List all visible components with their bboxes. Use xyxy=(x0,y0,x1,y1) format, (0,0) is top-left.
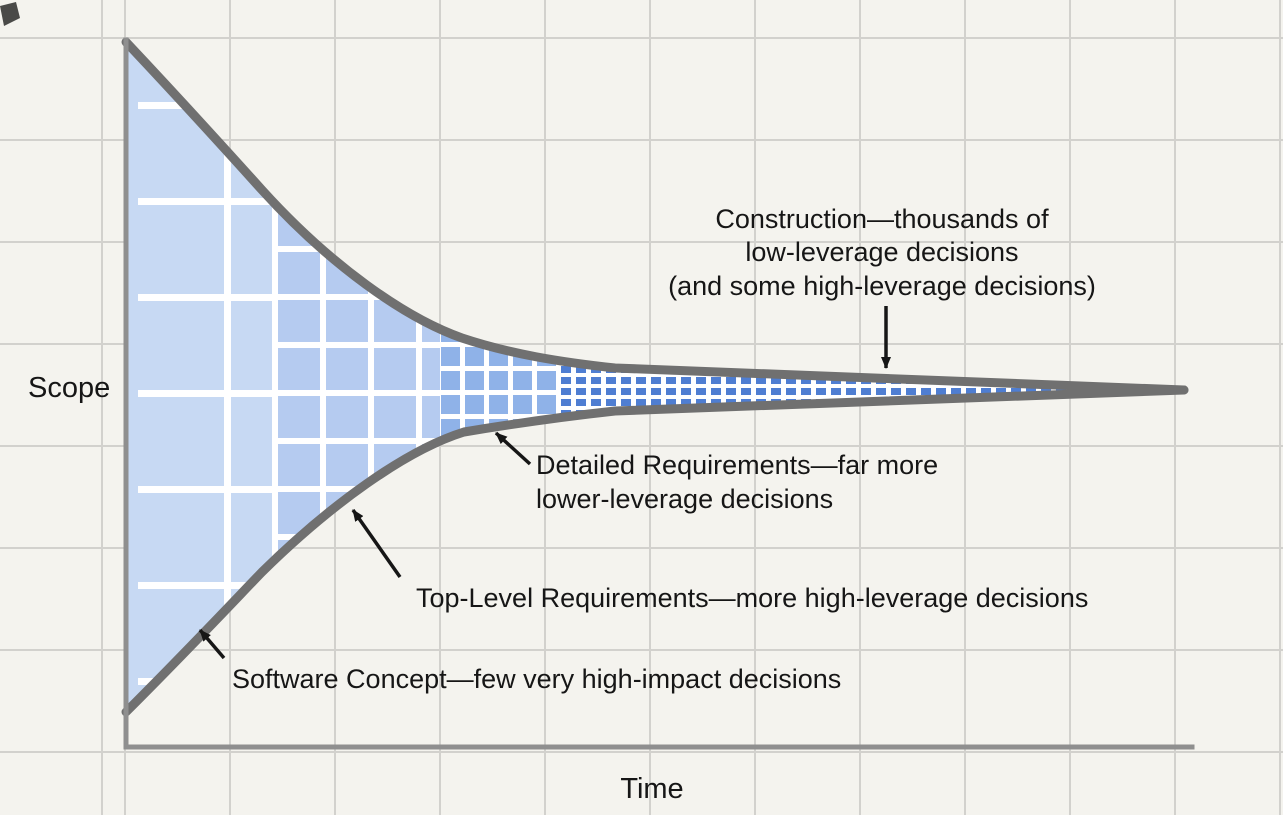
annotation-construction: Construction—thousands of low-leverage d… xyxy=(668,204,1096,369)
axes xyxy=(123,37,1195,750)
annotation-line: low-leverage decisions xyxy=(745,237,1018,267)
annotation-line: Top-Level Requirements—more high-leverag… xyxy=(416,583,1088,613)
annotation-software-concept: Software Concept—few very high-impact de… xyxy=(198,628,841,694)
top-level-requirements-arrow xyxy=(351,508,402,579)
funnel-bottom-border xyxy=(121,385,1189,717)
annotation-line: Detailed Requirements—far more xyxy=(536,450,938,480)
annotation-detailed-requirements: Detailed Requirements—far more lower-lev… xyxy=(494,431,938,514)
annotation-line: Software Concept—few very high-impact de… xyxy=(232,664,841,694)
funnel-section-detailed xyxy=(440,44,561,710)
funnel-section-top-level xyxy=(272,44,440,710)
annotation-line: lower-leverage decisions xyxy=(536,484,833,514)
y-axis-label: Scope xyxy=(28,372,110,404)
scan-artifact xyxy=(0,2,20,26)
x-axis-label: Time xyxy=(620,773,683,805)
funnel-top-border xyxy=(121,37,1189,395)
detailed-requirements-arrow xyxy=(494,431,532,466)
annotation-top-level-requirements: Top-Level Requirements—more high-leverag… xyxy=(351,508,1088,613)
software-concept-arrow xyxy=(198,628,226,660)
funnel-section-concept xyxy=(128,44,272,710)
annotation-line: (and some high-leverage decisions) xyxy=(668,271,1096,301)
annotation-line: Construction—thousands of xyxy=(715,204,1049,234)
